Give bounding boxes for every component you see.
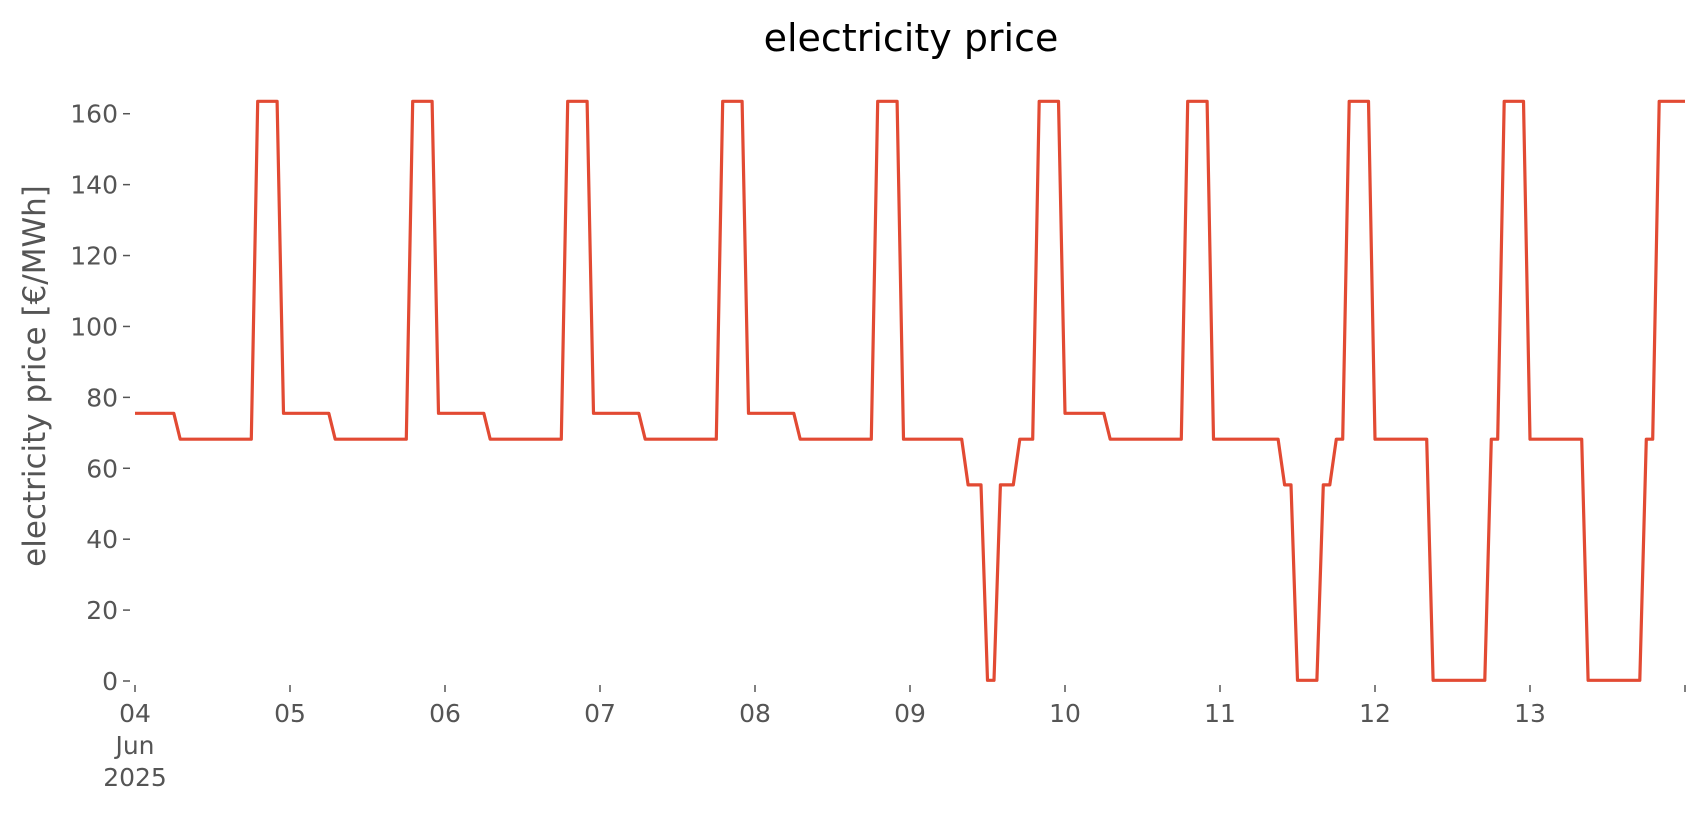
- y-tick-label: 120: [70, 242, 118, 271]
- x-tick-label: 09: [894, 699, 926, 728]
- y-axis: 0 20 40 60 80 100 120 140 160: [70, 100, 130, 696]
- x-tick-label: Jun: [113, 731, 154, 760]
- x-tick-label: 08: [739, 699, 771, 728]
- x-tick-label: 13: [1514, 699, 1546, 728]
- y-tick-label: 140: [70, 171, 118, 200]
- y-axis-label: electricity price [€/MWh]: [17, 185, 53, 567]
- x-tick-label: 07: [584, 699, 616, 728]
- y-tick-label: 100: [70, 312, 118, 341]
- plot-area: [135, 99, 1685, 682]
- y-tick-label: 160: [70, 100, 118, 129]
- x-tick-label: 2025: [103, 763, 167, 792]
- x-tick-label: 04: [119, 699, 151, 728]
- x-tick-label: 10: [1049, 699, 1081, 728]
- y-tick-label: 40: [86, 525, 118, 554]
- y-tick-label: 20: [86, 596, 118, 625]
- x-tick-label: 06: [429, 699, 461, 728]
- y-tick-label: 60: [86, 454, 118, 483]
- x-tick-label: 12: [1359, 699, 1391, 728]
- x-axis: 04 Jun 2025 05 06 07 08 09 10 11 12 13: [103, 685, 1686, 792]
- chart-title: electricity price: [764, 16, 1059, 60]
- x-tick-label: 05: [274, 699, 306, 728]
- price-series-line: [135, 99, 1685, 682]
- x-tick-label: 11: [1204, 699, 1236, 728]
- y-tick-label: 80: [86, 383, 118, 412]
- y-tick-label: 0: [102, 667, 118, 696]
